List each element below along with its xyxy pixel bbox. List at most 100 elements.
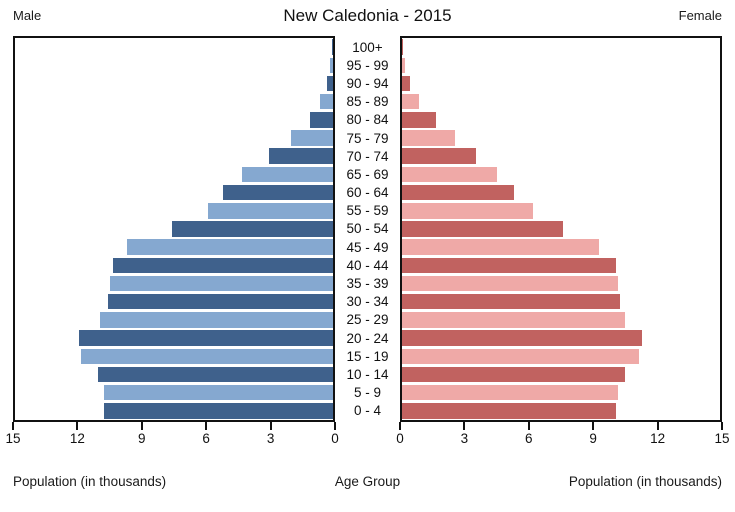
axis-tick-label: 15 xyxy=(714,431,730,446)
male-x-axis: 15 12 9 6 3 0 xyxy=(5,422,339,452)
age-group-label: 80 - 84 xyxy=(346,112,389,128)
age-group-axis-caption: Age Group xyxy=(334,474,401,489)
male-axis-caption: Population (in thousands) xyxy=(13,474,167,489)
age-group-label: 70 - 74 xyxy=(346,148,389,164)
male-bar-row xyxy=(15,74,333,92)
female-bar xyxy=(402,221,564,237)
male-bar-row xyxy=(15,184,333,202)
female-bar-row xyxy=(402,147,720,165)
male-bar-row xyxy=(15,165,333,183)
female-x-axis: 0 3 6 9 12 15 xyxy=(396,422,730,452)
male-bar-row xyxy=(15,202,333,220)
female-bar-row xyxy=(402,38,720,56)
female-panel xyxy=(400,36,722,422)
male-bar xyxy=(269,148,333,164)
age-group-label: 55 - 59 xyxy=(346,203,389,219)
female-header-label: Female xyxy=(678,8,722,23)
axis-captions: Population (in thousands) Age Group Popu… xyxy=(13,474,722,489)
age-group-label: 5 - 9 xyxy=(353,385,381,401)
male-bar xyxy=(110,275,333,292)
male-bar xyxy=(78,330,333,346)
male-bar-row xyxy=(15,293,333,311)
male-bar-row xyxy=(15,384,333,402)
male-bar xyxy=(127,239,333,255)
male-bar xyxy=(108,293,333,310)
male-bar xyxy=(331,39,333,55)
male-panel xyxy=(13,36,335,422)
age-group-label: 65 - 69 xyxy=(346,166,389,182)
axis-tick-label: 9 xyxy=(138,431,146,446)
male-bar xyxy=(104,384,333,401)
axis-spacer xyxy=(335,422,400,452)
male-bar xyxy=(207,203,333,219)
x-axes: 15 12 9 6 3 0 0 3 6 9 12 15 xyxy=(5,422,730,452)
male-bar xyxy=(171,221,333,237)
female-bar xyxy=(402,57,406,74)
axis-tick-mark xyxy=(205,422,208,430)
age-group-label: 85 - 89 xyxy=(346,94,389,110)
chart-area: 100+ 95 - 99 90 - 94 85 - 89 80 - 84 75 - 79 7… xyxy=(13,36,722,422)
age-group-label: 90 - 94 xyxy=(346,75,389,91)
female-bar xyxy=(402,330,642,346)
age-group-label: 40 - 44 xyxy=(346,257,389,273)
axis-tick-label: 0 xyxy=(396,431,404,446)
female-bar-row xyxy=(402,274,720,292)
age-group-label: 30 - 34 xyxy=(346,294,389,310)
female-bar-row xyxy=(402,256,720,274)
female-bar-row xyxy=(402,293,720,311)
axis-tick-mark xyxy=(76,422,79,430)
age-group-label: 100+ xyxy=(352,39,383,55)
female-bar-row xyxy=(402,56,720,74)
axis-tick-label: 3 xyxy=(266,431,275,446)
male-bar xyxy=(80,348,333,365)
female-bar xyxy=(402,39,404,55)
male-bar xyxy=(241,166,333,183)
female-bar xyxy=(402,75,411,92)
female-bar-row xyxy=(402,238,720,256)
male-bar-row xyxy=(15,129,333,147)
axis-tick-mark xyxy=(269,422,272,430)
female-bar-row xyxy=(402,220,720,238)
age-group-label: 35 - 39 xyxy=(346,276,389,292)
female-bar xyxy=(402,184,515,201)
female-bar xyxy=(402,148,477,164)
female-bar xyxy=(402,348,640,365)
age-group-label: 50 - 54 xyxy=(346,221,389,237)
male-bar-row xyxy=(15,238,333,256)
age-group-label: 60 - 64 xyxy=(346,185,389,201)
male-bar xyxy=(329,57,333,74)
female-bar-row xyxy=(402,311,720,329)
female-bar-row xyxy=(402,384,720,402)
male-bar-row xyxy=(15,56,333,74)
male-bar-row xyxy=(15,402,333,420)
female-bar xyxy=(402,130,455,146)
male-bar-row xyxy=(15,329,333,347)
female-bar-row xyxy=(402,184,720,202)
male-bar xyxy=(112,257,333,274)
female-bar xyxy=(402,275,619,292)
female-bar xyxy=(402,403,617,419)
age-group-label: 0 - 4 xyxy=(353,403,381,419)
female-axis-caption: Population (in thousands) xyxy=(568,474,723,489)
female-bar-row xyxy=(402,347,720,365)
age-group-label: 25 - 29 xyxy=(346,312,389,328)
age-group-labels-column: 100+ 95 - 99 90 - 94 85 - 89 80 - 84 75 - 79 7… xyxy=(335,36,400,422)
axis-tick-mark xyxy=(527,422,530,430)
axis-tick-label: 9 xyxy=(589,431,597,446)
male-bar xyxy=(104,403,333,419)
female-bar-row xyxy=(402,74,720,92)
axis-tick-mark xyxy=(463,422,466,430)
male-bar-row xyxy=(15,256,333,274)
male-bar xyxy=(99,312,333,328)
axis-tick-mark xyxy=(140,422,143,430)
female-bar xyxy=(402,93,419,110)
axis-tick-mark xyxy=(656,422,659,430)
female-bar-row xyxy=(402,165,720,183)
female-bar xyxy=(402,166,498,183)
axis-tick-label: 6 xyxy=(202,431,210,446)
chart-header: Male Female New Caledonia - 2015 xyxy=(0,0,735,34)
female-bar xyxy=(402,112,436,128)
axis-tick-label: 12 xyxy=(650,431,666,446)
male-header-label: Male xyxy=(13,8,42,23)
